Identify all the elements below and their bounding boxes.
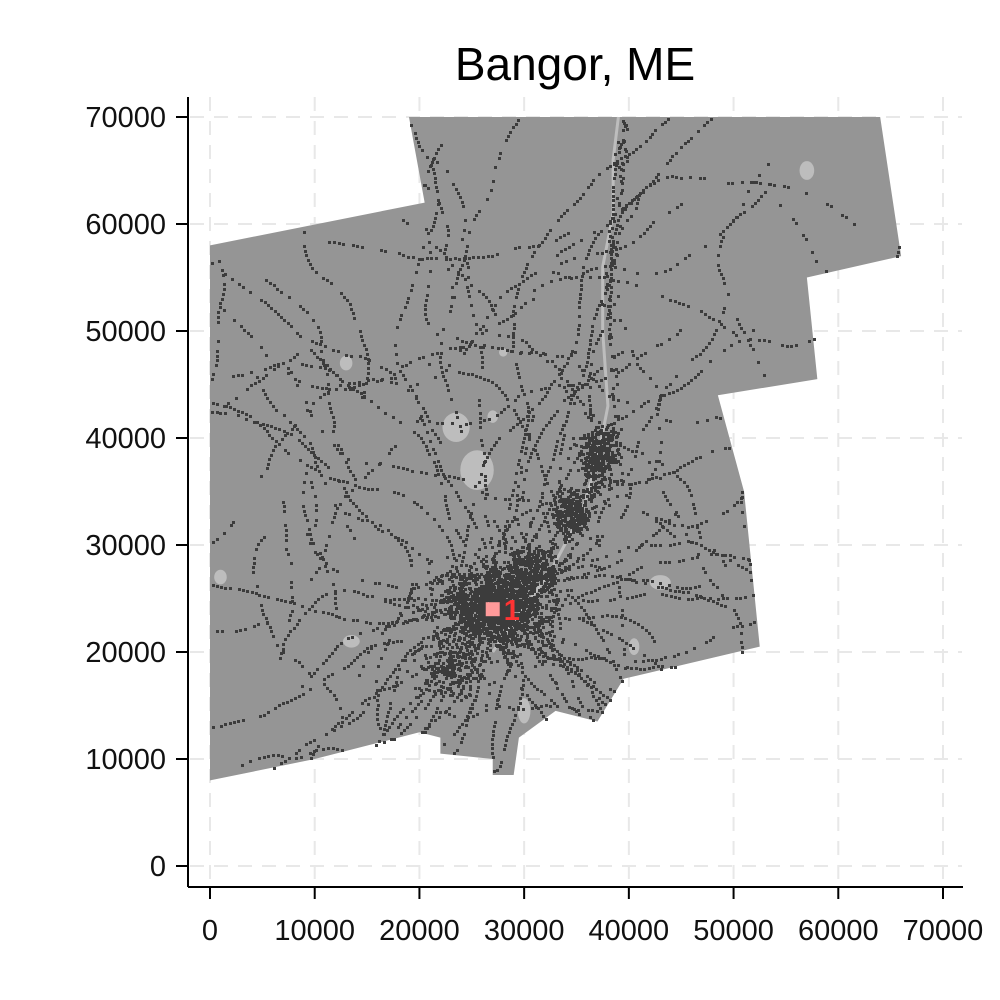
lake — [339, 355, 353, 371]
city-marker: 1 — [485, 595, 520, 627]
y-tick-label: 70000 — [85, 102, 166, 134]
lake — [799, 161, 815, 180]
city-marker-label: 1 — [504, 595, 520, 627]
x-tick-label: 0 — [202, 915, 218, 947]
lake — [442, 412, 470, 442]
y-tick-label: 20000 — [85, 637, 166, 669]
region-polygon — [210, 117, 902, 781]
x-tick-label: 50000 — [693, 915, 774, 947]
x-tick-label: 20000 — [379, 915, 460, 947]
x-tick-label: 60000 — [798, 915, 879, 947]
y-tick-label: 0 — [150, 851, 166, 883]
y-tick-label: 10000 — [85, 744, 166, 776]
y-tick-label: 60000 — [85, 209, 166, 241]
city-marker-point — [485, 602, 500, 617]
lake — [214, 569, 227, 585]
lake — [628, 638, 640, 656]
axes: 0 10000 20000 30000 40000 50000 60000 70000 0 100… — [85, 97, 983, 947]
x-tick-label: 40000 — [589, 915, 670, 947]
y-tick-label: 50000 — [85, 316, 166, 348]
region-land — [210, 117, 902, 781]
x-tick-label: 70000 — [903, 915, 984, 947]
road-dots — [211, 118, 901, 773]
y-tick-label: 40000 — [85, 423, 166, 455]
x-tick-label: 30000 — [484, 915, 565, 947]
y-tick-label: 30000 — [85, 530, 166, 562]
map-title: Bangor, ME — [455, 38, 695, 90]
x-tick-label: 10000 — [274, 915, 355, 947]
lake — [499, 348, 508, 357]
road-network — [211, 118, 901, 773]
